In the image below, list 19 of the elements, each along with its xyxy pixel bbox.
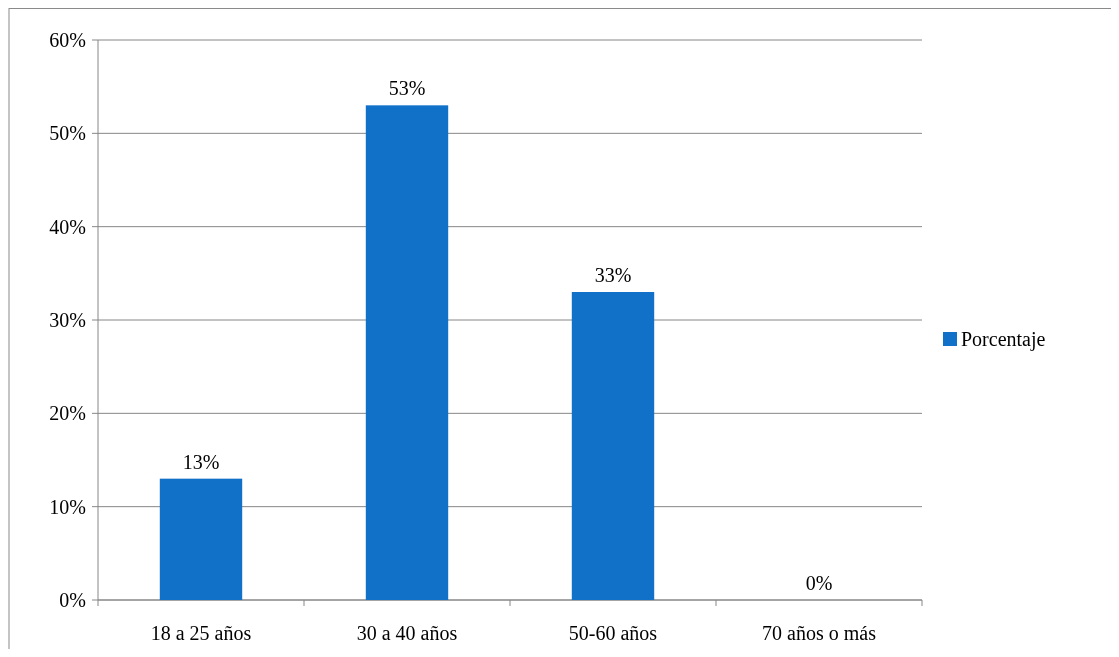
y-tick-label: 50% [49, 122, 86, 145]
y-tick-label: 0% [59, 589, 86, 611]
y-tick-label: 20% [49, 402, 86, 425]
y-tick-label: 40% [49, 215, 86, 238]
y-tick-label: 30% [49, 309, 86, 331]
data-label: 53% [388, 77, 426, 100]
y-tick-label: 60% [49, 29, 86, 51]
x-tick-label: 70 años o más [762, 622, 877, 644]
data-label: 13% [182, 450, 220, 473]
x-tick-label: 30 a 40 años [356, 622, 458, 644]
x-tick-label: 50-60 años [568, 622, 658, 644]
data-label: 33% [594, 264, 632, 286]
data-label: 0% [805, 572, 833, 594]
x-tick-label: 18 a 25 años [150, 622, 252, 644]
bar [159, 478, 243, 600]
legend-label: Porcentaje [961, 328, 1046, 351]
y-tick-label: 10% [49, 495, 86, 518]
bar [365, 105, 449, 600]
bar [571, 292, 655, 600]
